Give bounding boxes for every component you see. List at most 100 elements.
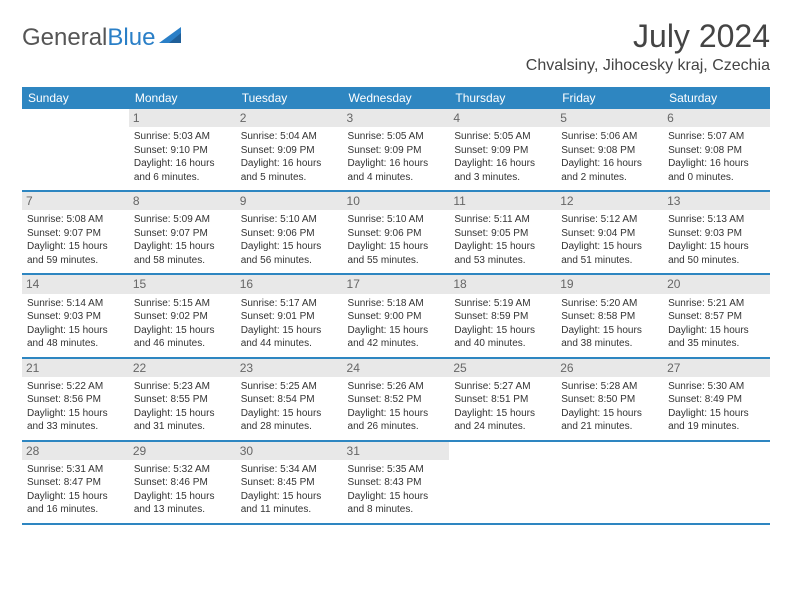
sunset-text: Sunset: 9:07 PM: [134, 227, 231, 241]
sunrise-text: Sunrise: 5:32 AM: [134, 463, 231, 477]
day-cell: 17Sunrise: 5:18 AMSunset: 9:00 PMDayligh…: [343, 274, 450, 357]
sunrise-text: Sunrise: 5:30 AM: [668, 380, 765, 394]
sunset-text: Sunset: 8:46 PM: [134, 476, 231, 490]
day-number: 12: [556, 192, 663, 210]
day-cell: 7Sunrise: 5:08 AMSunset: 9:07 PMDaylight…: [22, 191, 129, 274]
daylight-text: Daylight: 15 hours and 51 minutes.: [561, 240, 658, 267]
daylight-text: Daylight: 15 hours and 26 minutes.: [348, 407, 445, 434]
daylight-text: Daylight: 16 hours and 6 minutes.: [134, 157, 231, 184]
daylight-text: Daylight: 15 hours and 59 minutes.: [27, 240, 124, 267]
daylight-text: Daylight: 15 hours and 21 minutes.: [561, 407, 658, 434]
daylight-text: Daylight: 15 hours and 53 minutes.: [454, 240, 551, 267]
daylight-text: Daylight: 15 hours and 56 minutes.: [241, 240, 338, 267]
weekday-row: SundayMondayTuesdayWednesdayThursdayFrid…: [22, 87, 770, 109]
sunset-text: Sunset: 9:02 PM: [134, 310, 231, 324]
day-number: 10: [343, 192, 450, 210]
sunrise-text: Sunrise: 5:06 AM: [561, 130, 658, 144]
day-cell: 14Sunrise: 5:14 AMSunset: 9:03 PMDayligh…: [22, 274, 129, 357]
day-number: 13: [663, 192, 770, 210]
sunrise-text: Sunrise: 5:20 AM: [561, 297, 658, 311]
daylight-text: Daylight: 16 hours and 5 minutes.: [241, 157, 338, 184]
weekday-header: Saturday: [663, 87, 770, 109]
day-number: 16: [236, 275, 343, 293]
day-number: 14: [22, 275, 129, 293]
daylight-text: Daylight: 15 hours and 38 minutes.: [561, 324, 658, 351]
day-cell: 27Sunrise: 5:30 AMSunset: 8:49 PMDayligh…: [663, 358, 770, 441]
day-cell: 3Sunrise: 5:05 AMSunset: 9:09 PMDaylight…: [343, 109, 450, 191]
day-number: 27: [663, 359, 770, 377]
sunrise-text: Sunrise: 5:03 AM: [134, 130, 231, 144]
sunset-text: Sunset: 9:00 PM: [348, 310, 445, 324]
day-cell: 15Sunrise: 5:15 AMSunset: 9:02 PMDayligh…: [129, 274, 236, 357]
sunrise-text: Sunrise: 5:31 AM: [27, 463, 124, 477]
sunset-text: Sunset: 9:09 PM: [348, 144, 445, 158]
sunrise-text: Sunrise: 5:27 AM: [454, 380, 551, 394]
daylight-text: Daylight: 15 hours and 33 minutes.: [27, 407, 124, 434]
location-text: Chvalsiny, Jihocesky kraj, Czechia: [526, 57, 770, 75]
day-cell: 11Sunrise: 5:11 AMSunset: 9:05 PMDayligh…: [449, 191, 556, 274]
sunrise-text: Sunrise: 5:21 AM: [668, 297, 765, 311]
sunrise-text: Sunrise: 5:19 AM: [454, 297, 551, 311]
empty-cell: [556, 441, 663, 524]
daylight-text: Daylight: 16 hours and 4 minutes.: [348, 157, 445, 184]
sunrise-text: Sunrise: 5:11 AM: [454, 213, 551, 227]
day-number: 24: [343, 359, 450, 377]
daylight-text: Daylight: 15 hours and 31 minutes.: [134, 407, 231, 434]
daylight-text: Daylight: 15 hours and 58 minutes.: [134, 240, 231, 267]
sunrise-text: Sunrise: 5:35 AM: [348, 463, 445, 477]
sunset-text: Sunset: 8:50 PM: [561, 393, 658, 407]
day-cell: 20Sunrise: 5:21 AMSunset: 8:57 PMDayligh…: [663, 274, 770, 357]
daylight-text: Daylight: 15 hours and 8 minutes.: [348, 490, 445, 517]
day-cell: 22Sunrise: 5:23 AMSunset: 8:55 PMDayligh…: [129, 358, 236, 441]
day-cell: 4Sunrise: 5:05 AMSunset: 9:09 PMDaylight…: [449, 109, 556, 191]
sunset-text: Sunset: 8:55 PM: [134, 393, 231, 407]
sunrise-text: Sunrise: 5:09 AM: [134, 213, 231, 227]
daylight-text: Daylight: 16 hours and 3 minutes.: [454, 157, 551, 184]
sunrise-text: Sunrise: 5:05 AM: [454, 130, 551, 144]
sunrise-text: Sunrise: 5:10 AM: [348, 213, 445, 227]
sunset-text: Sunset: 8:54 PM: [241, 393, 338, 407]
sunrise-text: Sunrise: 5:14 AM: [27, 297, 124, 311]
day-cell: 6Sunrise: 5:07 AMSunset: 9:08 PMDaylight…: [663, 109, 770, 191]
sunrise-text: Sunrise: 5:05 AM: [348, 130, 445, 144]
sunrise-text: Sunrise: 5:17 AM: [241, 297, 338, 311]
day-cell: 24Sunrise: 5:26 AMSunset: 8:52 PMDayligh…: [343, 358, 450, 441]
day-number: 28: [22, 442, 129, 460]
day-number: 22: [129, 359, 236, 377]
empty-cell: [663, 441, 770, 524]
sunset-text: Sunset: 8:56 PM: [27, 393, 124, 407]
day-cell: 21Sunrise: 5:22 AMSunset: 8:56 PMDayligh…: [22, 358, 129, 441]
week-row: 28Sunrise: 5:31 AMSunset: 8:47 PMDayligh…: [22, 441, 770, 524]
sunset-text: Sunset: 9:05 PM: [454, 227, 551, 241]
daylight-text: Daylight: 15 hours and 24 minutes.: [454, 407, 551, 434]
daylight-text: Daylight: 15 hours and 19 minutes.: [668, 407, 765, 434]
daylight-text: Daylight: 15 hours and 48 minutes.: [27, 324, 124, 351]
day-cell: 13Sunrise: 5:13 AMSunset: 9:03 PMDayligh…: [663, 191, 770, 274]
weekday-header: Thursday: [449, 87, 556, 109]
sunrise-text: Sunrise: 5:04 AM: [241, 130, 338, 144]
sunset-text: Sunset: 9:08 PM: [668, 144, 765, 158]
day-number: 18: [449, 275, 556, 293]
day-number: 6: [663, 109, 770, 127]
day-number: 1: [129, 109, 236, 127]
day-number: 5: [556, 109, 663, 127]
month-title: July 2024: [526, 18, 770, 55]
brand-part1: General: [22, 24, 107, 52]
weekday-header: Tuesday: [236, 87, 343, 109]
day-number: 31: [343, 442, 450, 460]
day-cell: 1Sunrise: 5:03 AMSunset: 9:10 PMDaylight…: [129, 109, 236, 191]
daylight-text: Daylight: 16 hours and 2 minutes.: [561, 157, 658, 184]
daylight-text: Daylight: 15 hours and 55 minutes.: [348, 240, 445, 267]
daylight-text: Daylight: 15 hours and 35 minutes.: [668, 324, 765, 351]
sunset-text: Sunset: 8:59 PM: [454, 310, 551, 324]
sunset-text: Sunset: 8:57 PM: [668, 310, 765, 324]
sunset-text: Sunset: 9:03 PM: [668, 227, 765, 241]
day-cell: 18Sunrise: 5:19 AMSunset: 8:59 PMDayligh…: [449, 274, 556, 357]
day-cell: 9Sunrise: 5:10 AMSunset: 9:06 PMDaylight…: [236, 191, 343, 274]
sunset-text: Sunset: 8:45 PM: [241, 476, 338, 490]
week-row: 7Sunrise: 5:08 AMSunset: 9:07 PMDaylight…: [22, 191, 770, 274]
day-cell: 12Sunrise: 5:12 AMSunset: 9:04 PMDayligh…: [556, 191, 663, 274]
empty-cell: [449, 441, 556, 524]
calendar-body: 1Sunrise: 5:03 AMSunset: 9:10 PMDaylight…: [22, 109, 770, 524]
day-cell: 8Sunrise: 5:09 AMSunset: 9:07 PMDaylight…: [129, 191, 236, 274]
